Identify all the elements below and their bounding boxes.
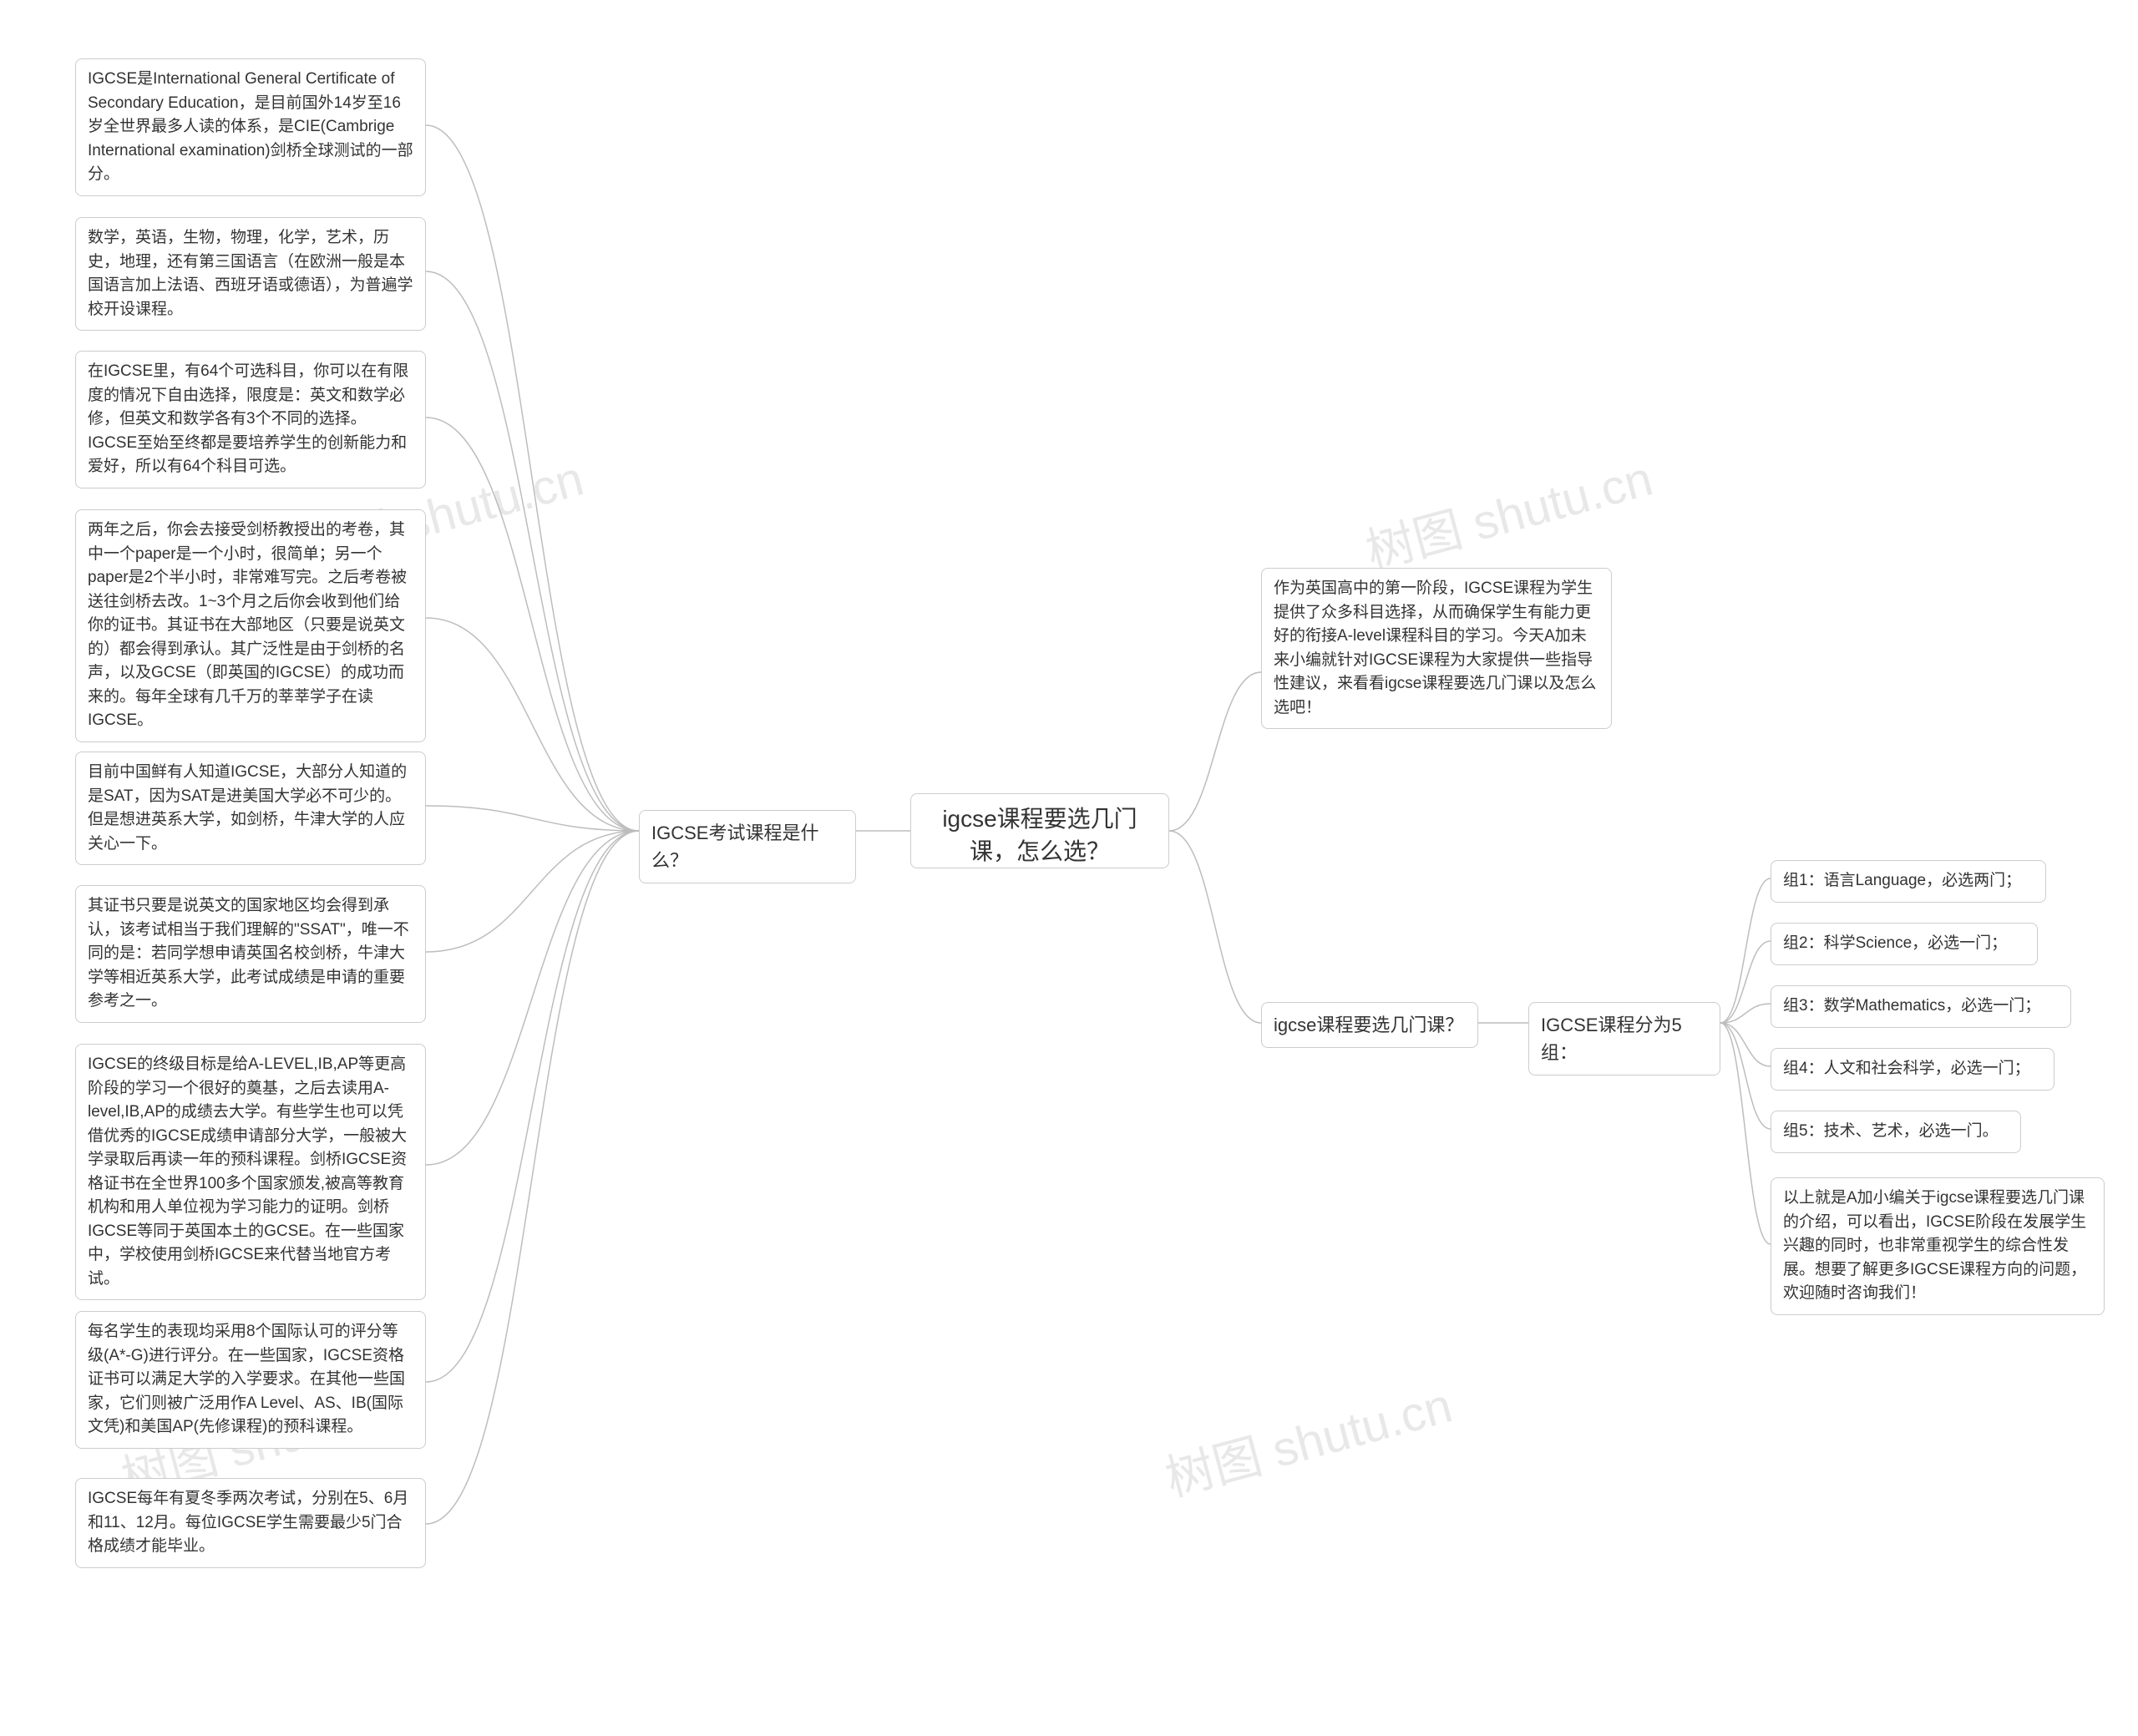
left-question-node[interactable]: IGCSE考试课程是什么？: [639, 810, 856, 883]
summary-text: 以上就是A加小编关于igcse课程要选几门课的介绍，可以看出，IGCSE阶段在发…: [1783, 1189, 2086, 1302]
left-item-text: IGCSE每年有夏冬季两次考试，分别在5、6月和11、12月。每位IGCSE学生…: [88, 1490, 408, 1555]
left-item-text: 两年之后，你会去接受剑桥教授出的考卷，其中一个paper是一个小时，很简单；另一…: [88, 521, 407, 729]
groups-label-text: IGCSE课程分为5组：: [1541, 1015, 1682, 1063]
left-item[interactable]: 每名学生的表现均采用8个国际认可的评分等级(A*-G)进行评分。在一些国家，IG…: [75, 1311, 426, 1449]
left-item[interactable]: IGCSE的终级目标是给A-LEVEL,IB,AP等更高阶段的学习一个很好的奠基…: [75, 1044, 426, 1300]
summary-node[interactable]: 以上就是A加小编关于igcse课程要选几门课的介绍，可以看出，IGCSE阶段在发…: [1771, 1177, 2105, 1315]
group-item[interactable]: 组5：技术、艺术，必选一门。: [1771, 1111, 2021, 1153]
left-item-text: 在IGCSE里，有64个可选科目，你可以在有限度的情况下自由选择，限度是：英文和…: [88, 362, 408, 475]
group-item[interactable]: 组4：人文和社会科学，必选一门；: [1771, 1048, 2054, 1091]
left-item-text: 其证书只要是说英文的国家地区均会得到承认，该考试相当于我们理解的"SSAT"，唯…: [88, 897, 409, 1010]
left-question-text: IGCSE考试课程是什么？: [651, 822, 818, 871]
group-text: 组4：人文和社会科学，必选一门；: [1783, 1060, 2030, 1077]
groups-label-node[interactable]: IGCSE课程分为5组：: [1528, 1002, 1720, 1076]
group-text: 组1：语言Language，必选两门；: [1783, 872, 2021, 889]
group-text: 组5：技术、艺术，必选一门。: [1783, 1122, 1999, 1140]
group-item[interactable]: 组1：语言Language，必选两门；: [1771, 860, 2046, 903]
root-text: igcse课程要选几门课，怎么选？: [942, 806, 1137, 864]
intro-node[interactable]: 作为英国高中的第一阶段，IGCSE课程为学生提供了众多科目选择，从而确保学生有能…: [1261, 568, 1612, 729]
left-item[interactable]: 目前中国鲜有人知道IGCSE，大部分人知道的是SAT，因为SAT是进美国大学必不…: [75, 752, 426, 865]
intro-text: 作为英国高中的第一阶段，IGCSE课程为学生提供了众多科目选择，从而确保学生有能…: [1274, 580, 1596, 716]
left-item-text: IGCSE是International General Certificate …: [88, 70, 413, 183]
left-item-text: 目前中国鲜有人知道IGCSE，大部分人知道的是SAT，因为SAT是进美国大学必不…: [88, 763, 407, 853]
left-item[interactable]: 在IGCSE里，有64个可选科目，你可以在有限度的情况下自由选择，限度是：英文和…: [75, 351, 426, 488]
right-question-text: igcse课程要选几门课？: [1274, 1015, 1463, 1035]
group-item[interactable]: 组2：科学Science，必选一门；: [1771, 923, 2038, 965]
left-item[interactable]: 数学，英语，生物，物理，化学，艺术，历史，地理，还有第三国语言（在欧洲一般是本国…: [75, 217, 426, 331]
left-item[interactable]: IGCSE是International General Certificate …: [75, 58, 426, 196]
group-item[interactable]: 组3：数学Mathematics，必选一门；: [1771, 985, 2071, 1028]
left-item[interactable]: 两年之后，你会去接受剑桥教授出的考卷，其中一个paper是一个小时，很简单；另一…: [75, 509, 426, 742]
mindmap-canvas: 树图 shutu.cn 树图 shutu.cn 树图 shutu.cn 树图 s…: [0, 0, 2138, 1736]
right-question-node[interactable]: igcse课程要选几门课？: [1261, 1002, 1478, 1048]
left-item-text: 每名学生的表现均采用8个国际认可的评分等级(A*-G)进行评分。在一些国家，IG…: [88, 1323, 405, 1435]
left-item[interactable]: IGCSE每年有夏冬季两次考试，分别在5、6月和11、12月。每位IGCSE学生…: [75, 1478, 426, 1568]
group-text: 组2：科学Science，必选一门；: [1783, 934, 2007, 952]
left-item-text: 数学，英语，生物，物理，化学，艺术，历史，地理，还有第三国语言（在欧洲一般是本国…: [88, 229, 413, 318]
watermark: 树图 shutu.cn: [1157, 1366, 1458, 1510]
left-item[interactable]: 其证书只要是说英文的国家地区均会得到承认，该考试相当于我们理解的"SSAT"，唯…: [75, 885, 426, 1023]
root-node[interactable]: igcse课程要选几门课，怎么选？: [910, 793, 1169, 868]
watermark: 树图 shutu.cn: [1357, 439, 1659, 583]
group-text: 组3：数学Mathematics，必选一门；: [1783, 997, 2040, 1015]
left-item-text: IGCSE的终级目标是给A-LEVEL,IB,AP等更高阶段的学习一个很好的奠基…: [88, 1055, 407, 1288]
